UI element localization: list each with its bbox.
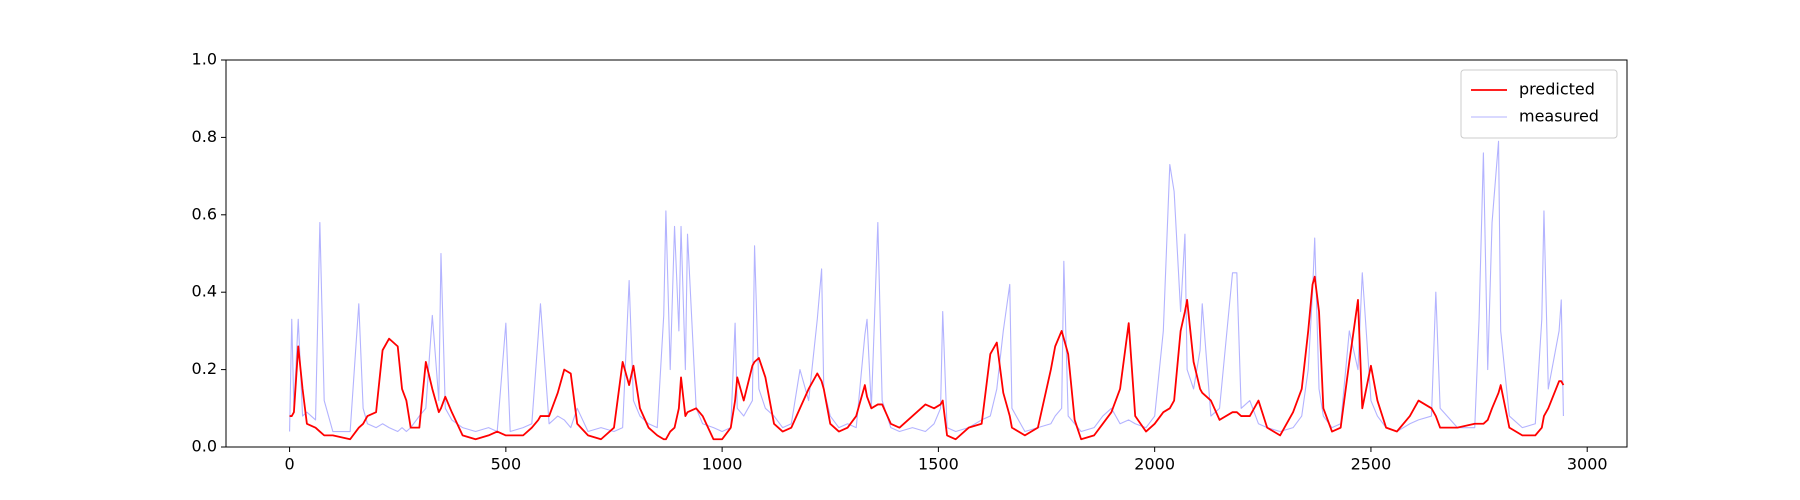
x-tick-label: 3000 xyxy=(1567,455,1608,474)
y-tick-label: 0.4 xyxy=(192,282,217,301)
legend: predicted measured xyxy=(1460,69,1618,139)
y-tick-label: 0.8 xyxy=(192,127,217,146)
x-tick-label: 0 xyxy=(284,455,294,474)
data-line xyxy=(289,275,1565,441)
data-line xyxy=(289,140,1564,433)
y-tick-label: 0.0 xyxy=(192,437,217,456)
legend-label: predicted xyxy=(1519,80,1595,99)
y-tick-label: 0.6 xyxy=(192,204,217,223)
legend-label: measured xyxy=(1519,107,1599,126)
x-tick-label: 2000 xyxy=(1134,455,1175,474)
x-tick-label: 1000 xyxy=(702,455,743,474)
y-tick-label: 1.0 xyxy=(192,50,217,69)
plot-frame xyxy=(225,59,1628,448)
x-tick-label: 2500 xyxy=(1351,455,1392,474)
y-tick-label: 0.2 xyxy=(192,359,217,378)
x-tick-label: 1500 xyxy=(918,455,959,474)
x-tick-label: 500 xyxy=(491,455,522,474)
legend-box xyxy=(1460,69,1618,139)
